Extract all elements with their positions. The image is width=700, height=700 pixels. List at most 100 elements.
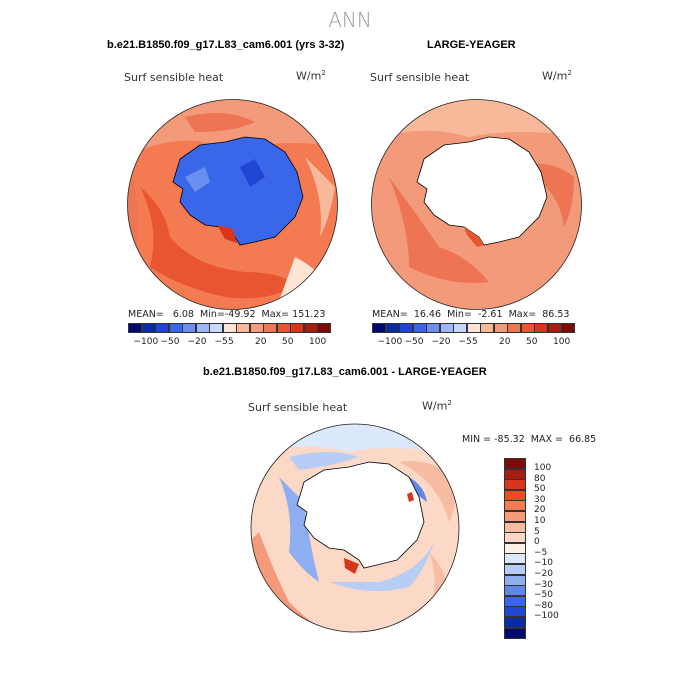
colorbar-swatch	[168, 323, 183, 333]
colorbar-swatch	[561, 323, 575, 333]
colorbar-tick-label: −100	[377, 337, 403, 347]
colorbar-swatch	[141, 323, 156, 333]
ocean-field	[185, 113, 255, 132]
colorbar-swatch	[504, 458, 526, 470]
colorbar-swatch	[263, 323, 277, 333]
diff-minmax: MIN = -85.32 MAX = 66.85	[462, 434, 597, 445]
colorbar-swatch	[504, 468, 526, 480]
map-boundary	[371, 99, 582, 310]
colorbar-swatch	[317, 323, 331, 333]
colorbar-tick-label: −30	[534, 579, 553, 590]
ocean-field	[289, 452, 359, 470]
colorbar-tick-label: 20	[499, 337, 511, 347]
colorbar-swatch	[504, 627, 526, 639]
colorbar-swatch	[504, 606, 526, 618]
colorbar-swatch	[507, 323, 521, 333]
colorbar-swatch	[222, 323, 237, 333]
antarctica-landmass	[172, 136, 304, 246]
colorbar-swatch	[128, 323, 142, 333]
colorbar-swatch	[534, 323, 548, 333]
colorbar-swatch	[547, 323, 562, 333]
colorbar-swatch	[504, 542, 526, 554]
ocean-field	[399, 461, 456, 522]
left-variable-label: Surf sensible heat	[124, 71, 224, 84]
colorbar-swatch	[504, 479, 526, 491]
colorbar-swatch	[439, 323, 454, 333]
colorbar-swatch	[504, 489, 526, 501]
colorbar-tick-label: 100	[553, 337, 571, 347]
colorbar-swatch	[504, 510, 526, 523]
colorbar-tick-label: 20	[255, 337, 267, 347]
figure-title: ANN	[328, 8, 372, 32]
colorbar-tick-label: −20	[431, 337, 451, 347]
colorbar-swatch	[504, 595, 526, 607]
colorbar-swatch	[504, 521, 526, 533]
colorbar-swatch	[504, 563, 526, 576]
right-colorbar	[372, 323, 575, 333]
colorbar-swatch	[372, 323, 386, 333]
right-panel-title: LARGE-YEAGER	[427, 39, 516, 51]
colorbar-swatch	[276, 323, 291, 333]
map-boundary	[127, 99, 338, 310]
colorbar-tick-label: 100	[309, 337, 327, 347]
right-panel-stats: MEAN= 16.46 Min= -2.61 Max= 86.53	[372, 309, 570, 320]
ice-shelf-region	[217, 225, 237, 243]
map-boundary	[250, 423, 460, 633]
colorbar-tick-label: −10	[534, 558, 553, 569]
colorbar-swatch	[412, 323, 427, 333]
antarctica-landmass	[416, 136, 548, 246]
colorbar-tick-label: −100	[133, 337, 159, 347]
colorbar-swatch	[504, 585, 526, 597]
colorbar-swatch	[155, 323, 169, 333]
colorbar-tick-label: −5	[214, 337, 228, 347]
left-polar-map	[127, 99, 338, 310]
diff-panel-title: b.e21.B1850.f09_g17.L83_cam6.001 - LARGE…	[203, 366, 487, 378]
colorbar-swatch	[453, 323, 467, 333]
ocean-field	[519, 163, 574, 227]
ice-shelf-region	[344, 558, 359, 574]
antarctica-landmass	[296, 461, 425, 569]
colorbar-swatch	[182, 323, 196, 333]
left-panel-title: b.e21.B1850.f09_g17.L83_cam6.001 (yrs 3-…	[107, 39, 345, 51]
antarctic-region	[240, 159, 265, 187]
colorbar-swatch	[493, 323, 508, 333]
colorbar-tick-label: 50	[282, 337, 294, 347]
left-units: W/m2	[296, 69, 326, 83]
left-colorbar-ticks: −100 −50 −20 −5 5 20 50 100	[128, 337, 338, 349]
colorbar-swatch	[504, 532, 526, 544]
colorbar-tick-label: 5	[472, 337, 478, 347]
left-panel-stats: MEAN= 6.08 Min=-49.92 Max= 151.23	[128, 309, 326, 320]
colorbar-tick-label: −50	[404, 337, 424, 347]
ocean-field	[389, 177, 489, 283]
diff-polar-map	[250, 423, 460, 633]
ocean-field	[329, 542, 434, 591]
colorbar-tick-label: 50	[534, 484, 546, 495]
colorbar-swatch	[236, 323, 250, 333]
ocean-field	[305, 157, 335, 237]
colorbar-tick-label: −20	[534, 569, 553, 579]
colorbar-tick-label: 100	[534, 463, 552, 473]
colorbar-swatch	[504, 574, 526, 586]
colorbar-tick-label: 20	[534, 505, 546, 516]
right-polar-map	[371, 99, 582, 310]
colorbar-swatch	[504, 553, 526, 565]
colorbar-tick-label: 30	[534, 494, 546, 505]
colorbar-tick-label: 0	[534, 537, 540, 548]
colorbar-tick-label: 80	[534, 473, 546, 484]
colorbar-swatch	[480, 323, 494, 333]
ocean-field	[140, 187, 295, 299]
colorbar-tick-label: −50	[534, 590, 553, 601]
colorbar-swatch	[209, 323, 223, 333]
left-colorbar	[128, 323, 331, 333]
colorbar-swatch	[504, 500, 526, 512]
colorbar-swatch	[466, 323, 481, 333]
diff-units: W/m2	[422, 399, 452, 413]
diff-colorbar	[504, 458, 526, 639]
antarctic-region	[185, 167, 210, 192]
colorbar-tick-label: −20	[187, 337, 207, 347]
colorbar-swatch	[290, 323, 304, 333]
ice-shelf-region	[464, 227, 484, 247]
colorbar-tick-label: −100	[534, 611, 559, 622]
colorbar-swatch	[303, 323, 318, 333]
colorbar-swatch	[195, 323, 210, 333]
